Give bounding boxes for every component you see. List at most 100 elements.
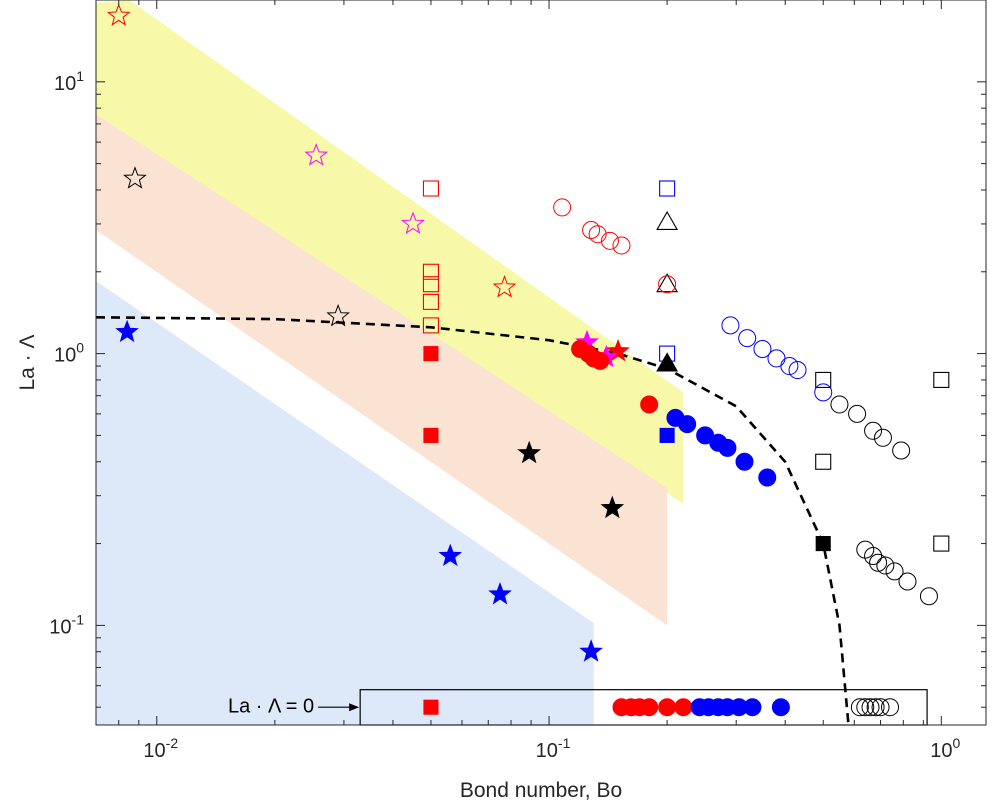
x-tick-label-exponent: 0: [953, 735, 961, 751]
x-tick-label-base: 10: [143, 740, 165, 762]
x-tick-label: 10-1: [536, 735, 571, 762]
circle-marker: [850, 698, 869, 717]
y-tick-label-exponent: 0: [76, 340, 84, 356]
x-tick-label: 10-2: [143, 735, 178, 762]
square-marker: [423, 699, 439, 715]
circle-marker: [919, 587, 938, 606]
circle-marker: [856, 540, 875, 559]
circle-marker: [864, 547, 883, 566]
circle-marker: [876, 556, 895, 575]
circle-marker: [640, 698, 659, 717]
square-marker: [422, 293, 439, 310]
star-marker: [115, 319, 139, 343]
x-tick-label-base: 10: [930, 740, 952, 762]
circle-marker: [767, 349, 786, 368]
circle-marker: [591, 351, 610, 370]
axis-ticks: [95, 0, 986, 725]
circle-marker: [600, 231, 619, 250]
star-marker: [579, 639, 603, 662]
star-marker: [106, 3, 131, 26]
plot-frame: [95, 0, 987, 726]
circle-marker: [881, 698, 900, 717]
square-marker: [659, 180, 676, 197]
circle-marker: [814, 383, 833, 402]
circle-marker: [869, 553, 888, 572]
circle-marker: [718, 438, 737, 457]
circle-marker: [674, 698, 693, 717]
y-tick-label-base: 10: [49, 616, 71, 638]
y-tick-label: 100: [54, 340, 84, 367]
y-tick-label: 10-1: [49, 611, 84, 638]
y-axis-label: La · Λ: [16, 334, 39, 390]
triangle-marker: [656, 352, 679, 372]
circle-marker: [588, 225, 607, 244]
star-marker: [492, 275, 517, 298]
y-tick-label-base: 10: [54, 345, 76, 367]
circle-marker: [678, 415, 697, 434]
star-marker: [600, 495, 625, 519]
square-marker: [423, 346, 439, 362]
y-tick-label-base: 10: [54, 73, 76, 95]
circle-marker: [864, 421, 883, 440]
square-marker: [423, 427, 439, 443]
axes-frame: [95, 0, 987, 726]
square-marker: [933, 371, 950, 388]
square-marker: [422, 180, 439, 197]
triangle-marker: [656, 210, 679, 231]
triangle-marker: [656, 273, 679, 293]
circle-marker: [658, 275, 677, 294]
circle-marker: [898, 572, 917, 591]
y-tick-label: 101: [54, 68, 84, 95]
shaded-region-1: [96, 0, 684, 504]
circle-marker: [856, 698, 875, 717]
square-marker: [933, 535, 950, 552]
star-marker: [517, 440, 541, 464]
circle-marker: [735, 452, 754, 471]
x-tick-label-base: 10: [536, 740, 558, 762]
x-tick-label-exponent: -1: [558, 735, 571, 751]
circle-marker: [758, 468, 777, 487]
circle-marker: [612, 236, 631, 255]
x-tick-label-exponent: -2: [166, 735, 179, 751]
star-marker: [488, 581, 512, 605]
x-axis-label: Bond number, Bo: [460, 779, 622, 802]
circle-marker: [861, 698, 880, 717]
shaded-regions: [96, 0, 684, 725]
square-marker: [422, 263, 439, 280]
x-tick-label: 100: [930, 735, 960, 762]
circle-marker: [753, 339, 772, 358]
circle-marker: [866, 698, 885, 717]
square-marker: [422, 276, 439, 293]
circle-marker: [871, 698, 890, 717]
circle-marker: [885, 562, 904, 581]
shaded-region-2: [96, 114, 668, 626]
circle-marker: [873, 428, 892, 447]
square-marker: [422, 317, 439, 334]
circle-marker: [721, 316, 740, 335]
y-tick-label-exponent: 1: [76, 68, 84, 84]
star-marker: [438, 543, 463, 567]
shaded-region-3: [96, 281, 594, 725]
data-markers: [106, 3, 950, 717]
star-marker: [304, 143, 329, 166]
circle-marker: [788, 361, 807, 380]
circle-marker: [830, 395, 849, 414]
star-marker: [123, 166, 147, 189]
square-marker: [659, 427, 675, 443]
circle-marker: [738, 329, 757, 348]
circle-marker: [658, 698, 677, 717]
circle-marker: [848, 404, 867, 423]
zero-box-label: La · Λ = 0: [228, 695, 314, 717]
star-marker: [401, 211, 425, 234]
circle-marker: [582, 220, 601, 239]
square-marker: [815, 536, 831, 552]
circle-marker: [640, 395, 659, 414]
circle-marker: [780, 357, 799, 376]
zero-box-arrowhead: [349, 703, 360, 712]
y-tick-label-exponent: -1: [72, 611, 85, 627]
square-marker: [815, 453, 832, 470]
square-marker: [815, 371, 832, 388]
star-marker: [326, 303, 350, 327]
